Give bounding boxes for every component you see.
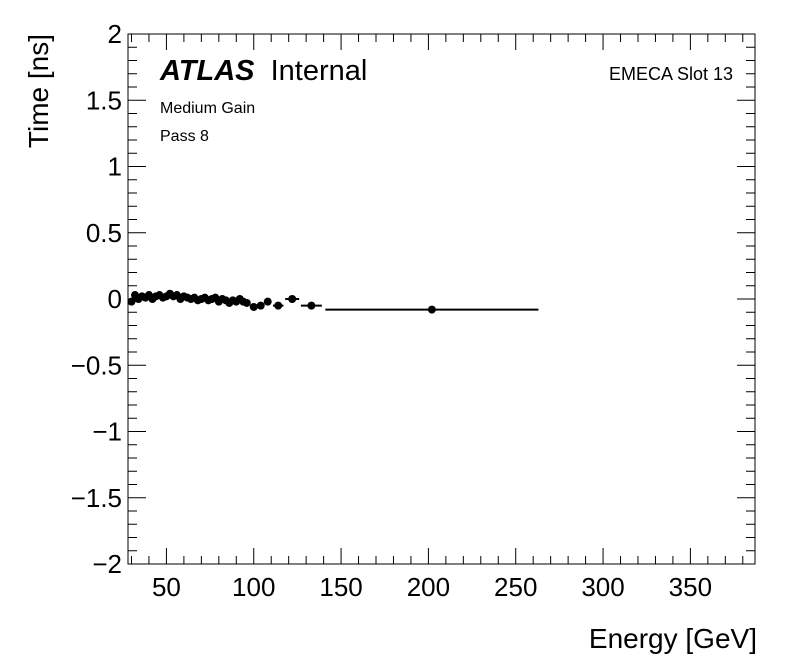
y-tick-label: −1.5	[71, 483, 122, 513]
x-tick-label: 50	[152, 572, 181, 602]
x-tick-label: 250	[494, 572, 537, 602]
internal-word: Internal	[271, 55, 368, 87]
x-axis-ticks	[130, 34, 744, 564]
x-tick-label: 200	[407, 572, 450, 602]
y-tick-label: 2	[108, 19, 122, 49]
data-point	[256, 301, 265, 310]
atlas-word: ATLAS	[159, 55, 255, 87]
pass-label: Pass 8	[160, 128, 209, 145]
x-axis-label: Energy [GeV]	[589, 623, 757, 654]
data-point	[288, 295, 297, 303]
data-points	[127, 289, 539, 314]
y-tick-label: 1	[108, 152, 122, 182]
y-axis-label: Time [ns]	[23, 34, 54, 148]
y-tick-label: −2	[92, 549, 122, 579]
y-tick-label: 0	[108, 284, 122, 314]
x-axis-tick-labels: 50 100 150 200 250 300 350	[152, 572, 712, 602]
data-point	[127, 297, 136, 306]
atlas-label: ATLAS Internal	[159, 55, 367, 87]
x-tick-label: 100	[232, 572, 275, 602]
x-tick-label: 350	[669, 572, 712, 602]
y-axis-tick-labels: 2 1.5 1 0.5 0 −0.5 −1 −1.5 −2	[71, 19, 122, 579]
y-tick-label: 1.5	[86, 85, 122, 115]
data-point	[249, 302, 258, 311]
x-tick-label: 150	[319, 572, 362, 602]
region-label: EMECA Slot 13	[609, 64, 733, 84]
data-point	[263, 297, 272, 306]
data-point	[274, 301, 283, 310]
y-tick-label: −0.5	[71, 350, 122, 380]
y-tick-label: −1	[92, 417, 122, 447]
x-tick-label: 300	[581, 572, 624, 602]
gain-label: Medium Gain	[160, 100, 255, 117]
y-axis-ticks	[128, 33, 755, 565]
data-point	[427, 305, 436, 314]
data-point	[242, 298, 251, 307]
data-point	[307, 301, 316, 310]
y-tick-label: 0.5	[86, 218, 122, 248]
